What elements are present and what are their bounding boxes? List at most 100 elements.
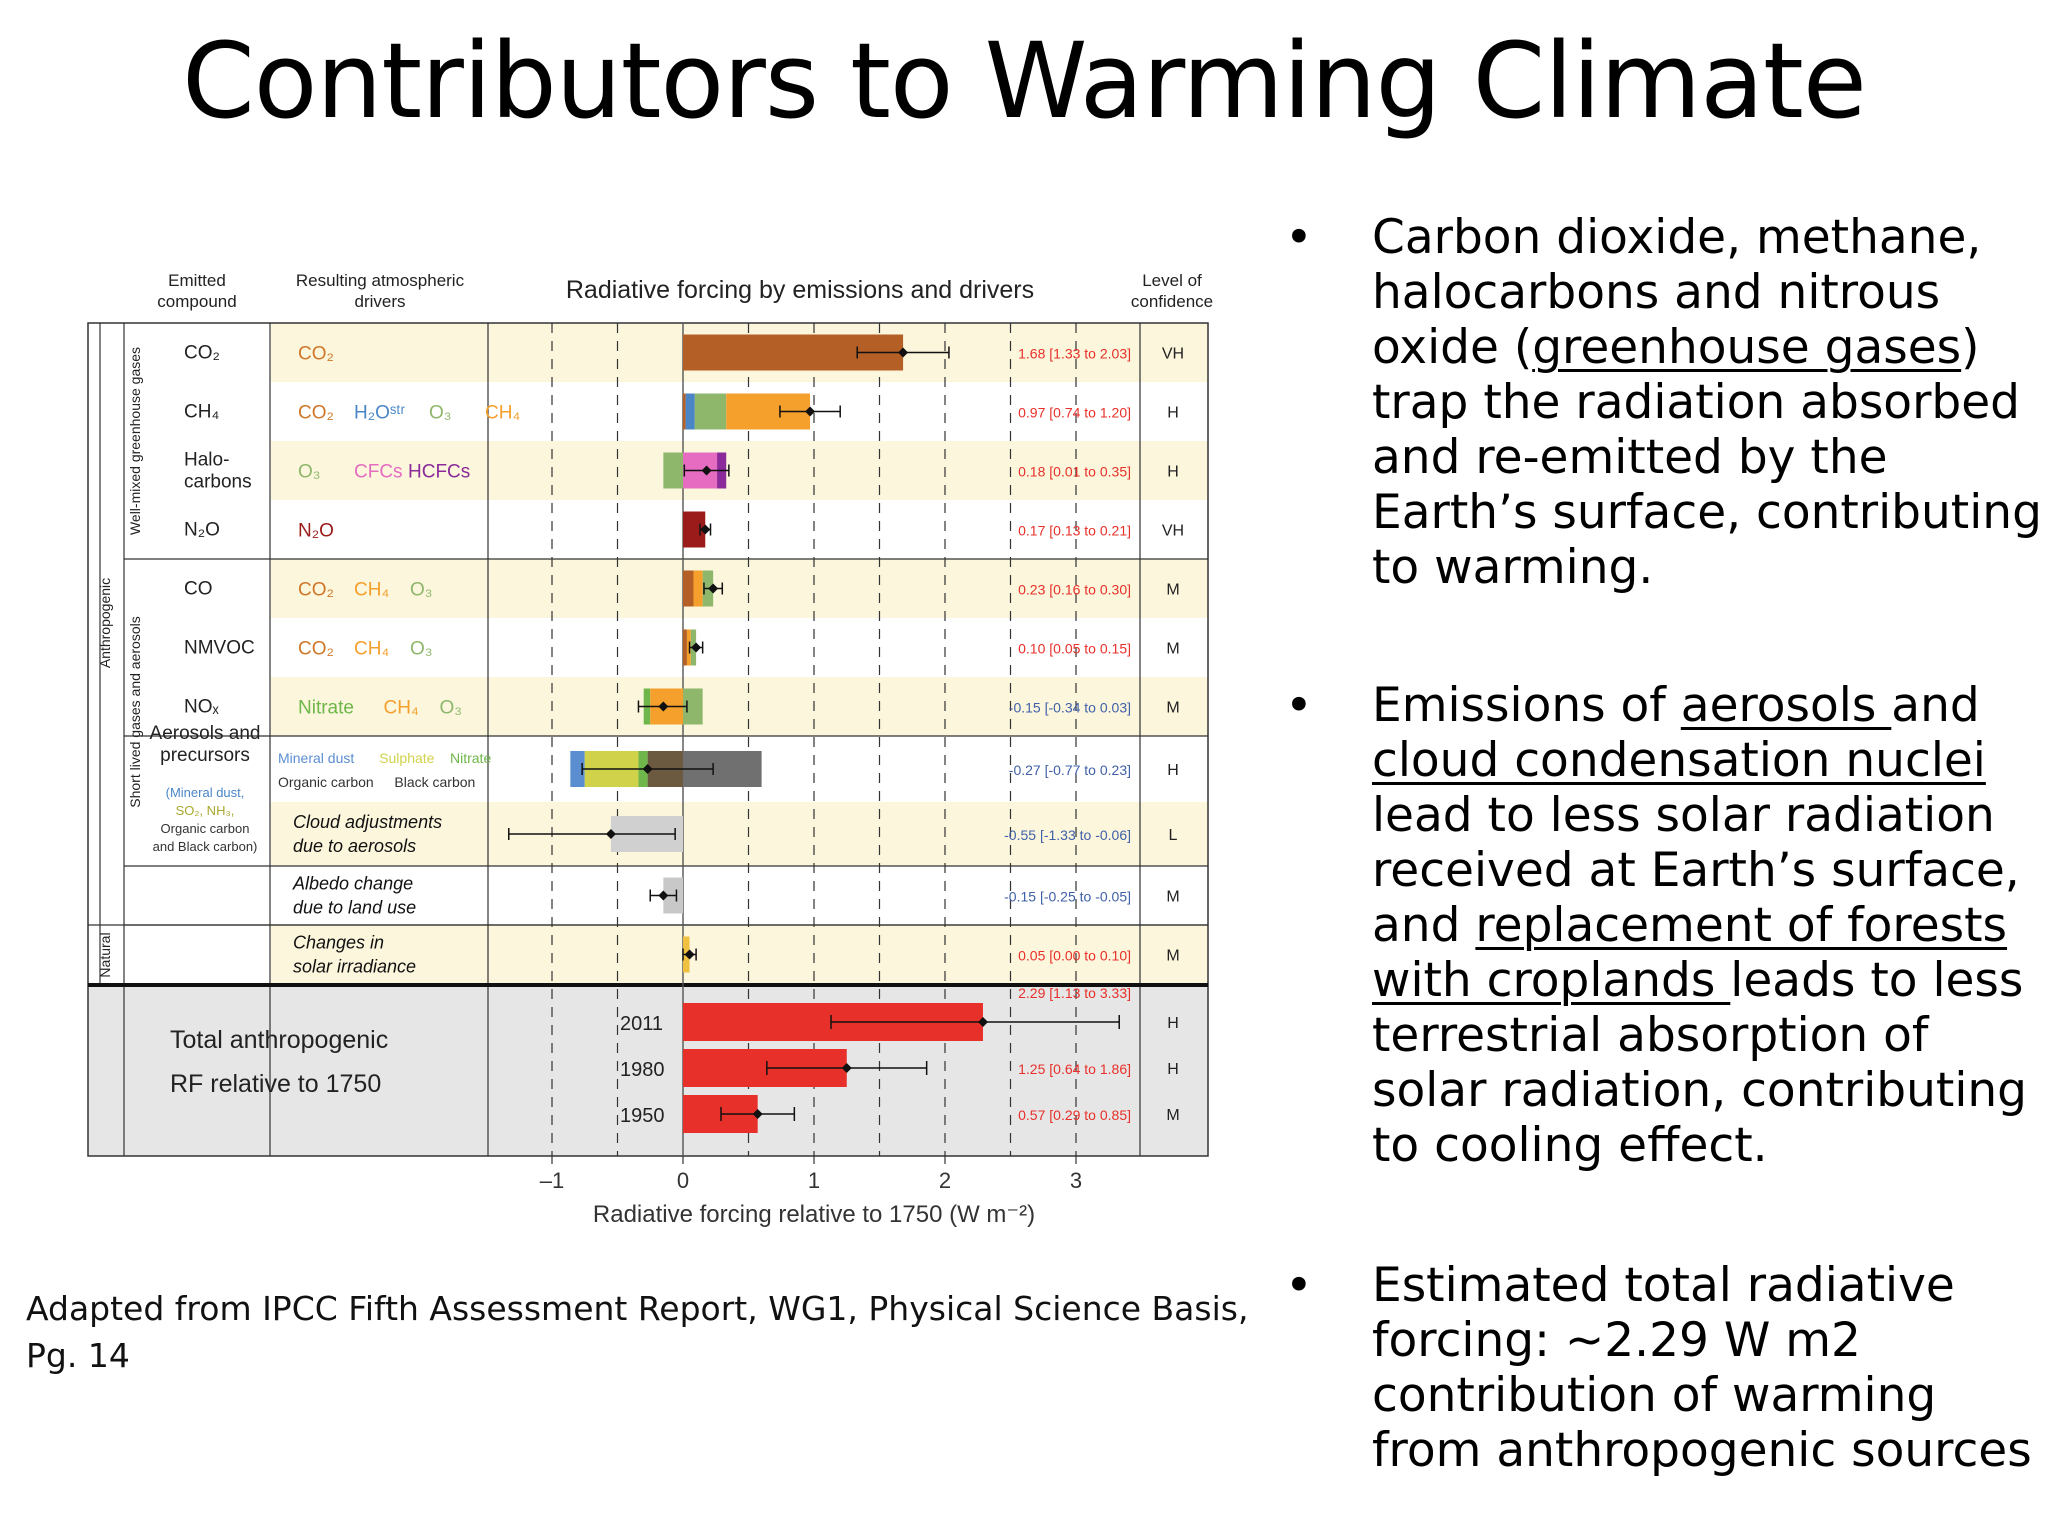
bullet-2-underline-aerosols: aerosols	[1680, 678, 1892, 733]
best-estimate-marker	[701, 465, 712, 476]
slide-title: Contributors to Warming Climate	[182, 20, 1867, 142]
chart-background	[87, 322, 1209, 1157]
header-emitted-1: Emitted	[168, 271, 226, 290]
confidence-label: L	[1169, 827, 1178, 844]
driver-label: Organic carbon	[278, 774, 374, 790]
value-label: 2.29 [1.13 to 3.33]	[1018, 985, 1131, 1001]
driver-label: Nitrate	[298, 698, 354, 719]
confidence-label: VH	[1162, 346, 1184, 363]
conf-stripe	[1140, 323, 1208, 382]
bar-segment	[693, 570, 703, 607]
best-estimate-marker	[708, 583, 719, 594]
bar-segment	[683, 393, 686, 430]
confidence-label: H	[1167, 405, 1179, 422]
source-line-2: Pg. 14	[26, 1336, 130, 1375]
confidence-label: M	[1166, 700, 1179, 717]
header-drivers-2: drivers	[354, 292, 405, 311]
emitted-label: carbons	[184, 472, 252, 493]
row-stripe	[271, 802, 1140, 866]
bullet-3-text-a: Estimated total radiative forcing: ~2.29…	[1372, 1258, 2032, 1478]
bar-segment	[570, 751, 585, 787]
emitted-label: CO	[184, 579, 213, 600]
emitted-label: precursors	[160, 745, 250, 766]
driver-label: Nitrate	[450, 750, 491, 766]
bullet-2-text-a: Emissions of	[1372, 678, 1681, 733]
best-estimate-marker	[691, 642, 702, 653]
totals-label-2: RF relative to 1750	[170, 1070, 381, 1098]
bullet-2-underline-forests: replacement of forests with croplands	[1372, 898, 2008, 1008]
value-label: 0.97 [0.74 to 1.20]	[1018, 405, 1131, 421]
value-label: -0.27 [-0.77 to 0.23]	[1009, 762, 1131, 778]
driver-label: Mineral dust	[278, 750, 354, 766]
driver-label: due to land use	[293, 898, 416, 918]
emitted-label: N₂O	[184, 520, 220, 541]
value-label: -0.15 [-0.25 to -0.05]	[1004, 889, 1131, 905]
driver-label: O₃	[440, 698, 463, 719]
conf-stripe	[1140, 925, 1208, 984]
bar-segment	[683, 511, 706, 548]
bullet-dot-icon: •	[1285, 678, 1313, 733]
driver-label: CH₄	[384, 698, 419, 719]
best-estimate-marker	[898, 347, 909, 358]
totals-background	[88, 986, 1208, 1156]
driver-label: Sulphate	[379, 750, 434, 766]
best-estimate-marker	[841, 1063, 852, 1073]
row-stripe	[271, 925, 1140, 984]
group-label-natural: Natural	[97, 932, 113, 977]
aerosol-sublabel: (Mineral dust,	[166, 785, 245, 800]
totals-year-label: 2011	[620, 1013, 663, 1035]
conf-stripe	[1140, 677, 1208, 736]
emitted-label: Aerosols and	[150, 723, 261, 744]
x-tick-label: –1	[540, 1168, 564, 1193]
bar-segment	[683, 629, 687, 666]
driver-label: O₃	[410, 580, 433, 601]
totals-label-1: Total anthropogenic	[170, 1026, 388, 1054]
driver-label: Albedo change	[292, 874, 413, 894]
bullet-total-forcing: • Estimated total radiative forcing: ~2.…	[1285, 1258, 2045, 1478]
conf-stripe	[1140, 441, 1208, 500]
confidence-label: H	[1167, 1015, 1179, 1032]
value-label: 0.57 [0.29 to 0.85]	[1018, 1107, 1131, 1123]
value-label: 0.23 [0.16 to 0.30]	[1018, 582, 1131, 598]
best-estimate-marker	[605, 829, 616, 839]
group-label-short-lived: Short lived gases and aerosols	[127, 616, 143, 807]
value-label: 0.10 [0.05 to 0.15]	[1018, 641, 1131, 657]
bullet-1-underline-greenhouse: greenhouse gases	[1532, 320, 1962, 375]
conf-stripe	[1140, 559, 1208, 618]
best-estimate-marker	[752, 1109, 763, 1119]
driver-label: Cloud adjustments	[293, 812, 442, 832]
bullet-aerosols: • Emissions of aerosols and cloud conden…	[1285, 678, 2045, 1173]
emitted-label: NOₓ	[184, 697, 220, 718]
best-estimate-marker	[684, 949, 695, 960]
best-estimate-marker	[642, 764, 653, 774]
header-confidence-2: confidence	[1131, 292, 1213, 311]
driver-label: CO₂	[298, 639, 334, 660]
confidence-label: M	[1166, 1107, 1179, 1124]
source-citation: Adapted from IPCC Fifth Assessment Repor…	[26, 1285, 1248, 1379]
chart-bars	[508, 334, 1120, 1133]
bar-segment	[683, 570, 694, 607]
driver-label: CO₂	[298, 344, 334, 365]
x-tick-label: 1	[808, 1168, 820, 1193]
driver-label: solar irradiance	[293, 957, 416, 977]
confidence-label: M	[1166, 582, 1179, 599]
confidence-label: H	[1167, 464, 1179, 481]
bullet-2-text-c: lead to less solar radiation received at…	[1372, 788, 2020, 953]
chart-title: Radiative forcing by emissions and drive…	[566, 276, 1034, 304]
driver-label: CH₄	[354, 580, 389, 601]
source-line-1: Adapted from IPCC Fifth Assessment Repor…	[26, 1289, 1249, 1328]
bullet-dot-icon: •	[1285, 210, 1313, 265]
conf-stripe	[1140, 802, 1208, 866]
chart-gridlines	[551, 323, 1077, 1164]
best-estimate-marker	[805, 406, 816, 417]
aerosol-sublabel: and Black carbon)	[153, 839, 258, 854]
totals-year-label: 1950	[620, 1105, 665, 1127]
header-confidence-1: Level of	[1142, 271, 1202, 290]
bullet-2-text-d: leads to less terrestrial absorption of …	[1372, 953, 2028, 1173]
confidence-label: M	[1166, 948, 1179, 965]
header-drivers-1: Resulting atmospheric	[296, 271, 465, 290]
bullet-2-underline-ccn: cloud condensation nuclei	[1372, 733, 1986, 788]
totals-year-label: 1980	[620, 1059, 665, 1081]
x-axis-label: Radiative forcing relative to 1750 (W m⁻…	[593, 1201, 1035, 1228]
